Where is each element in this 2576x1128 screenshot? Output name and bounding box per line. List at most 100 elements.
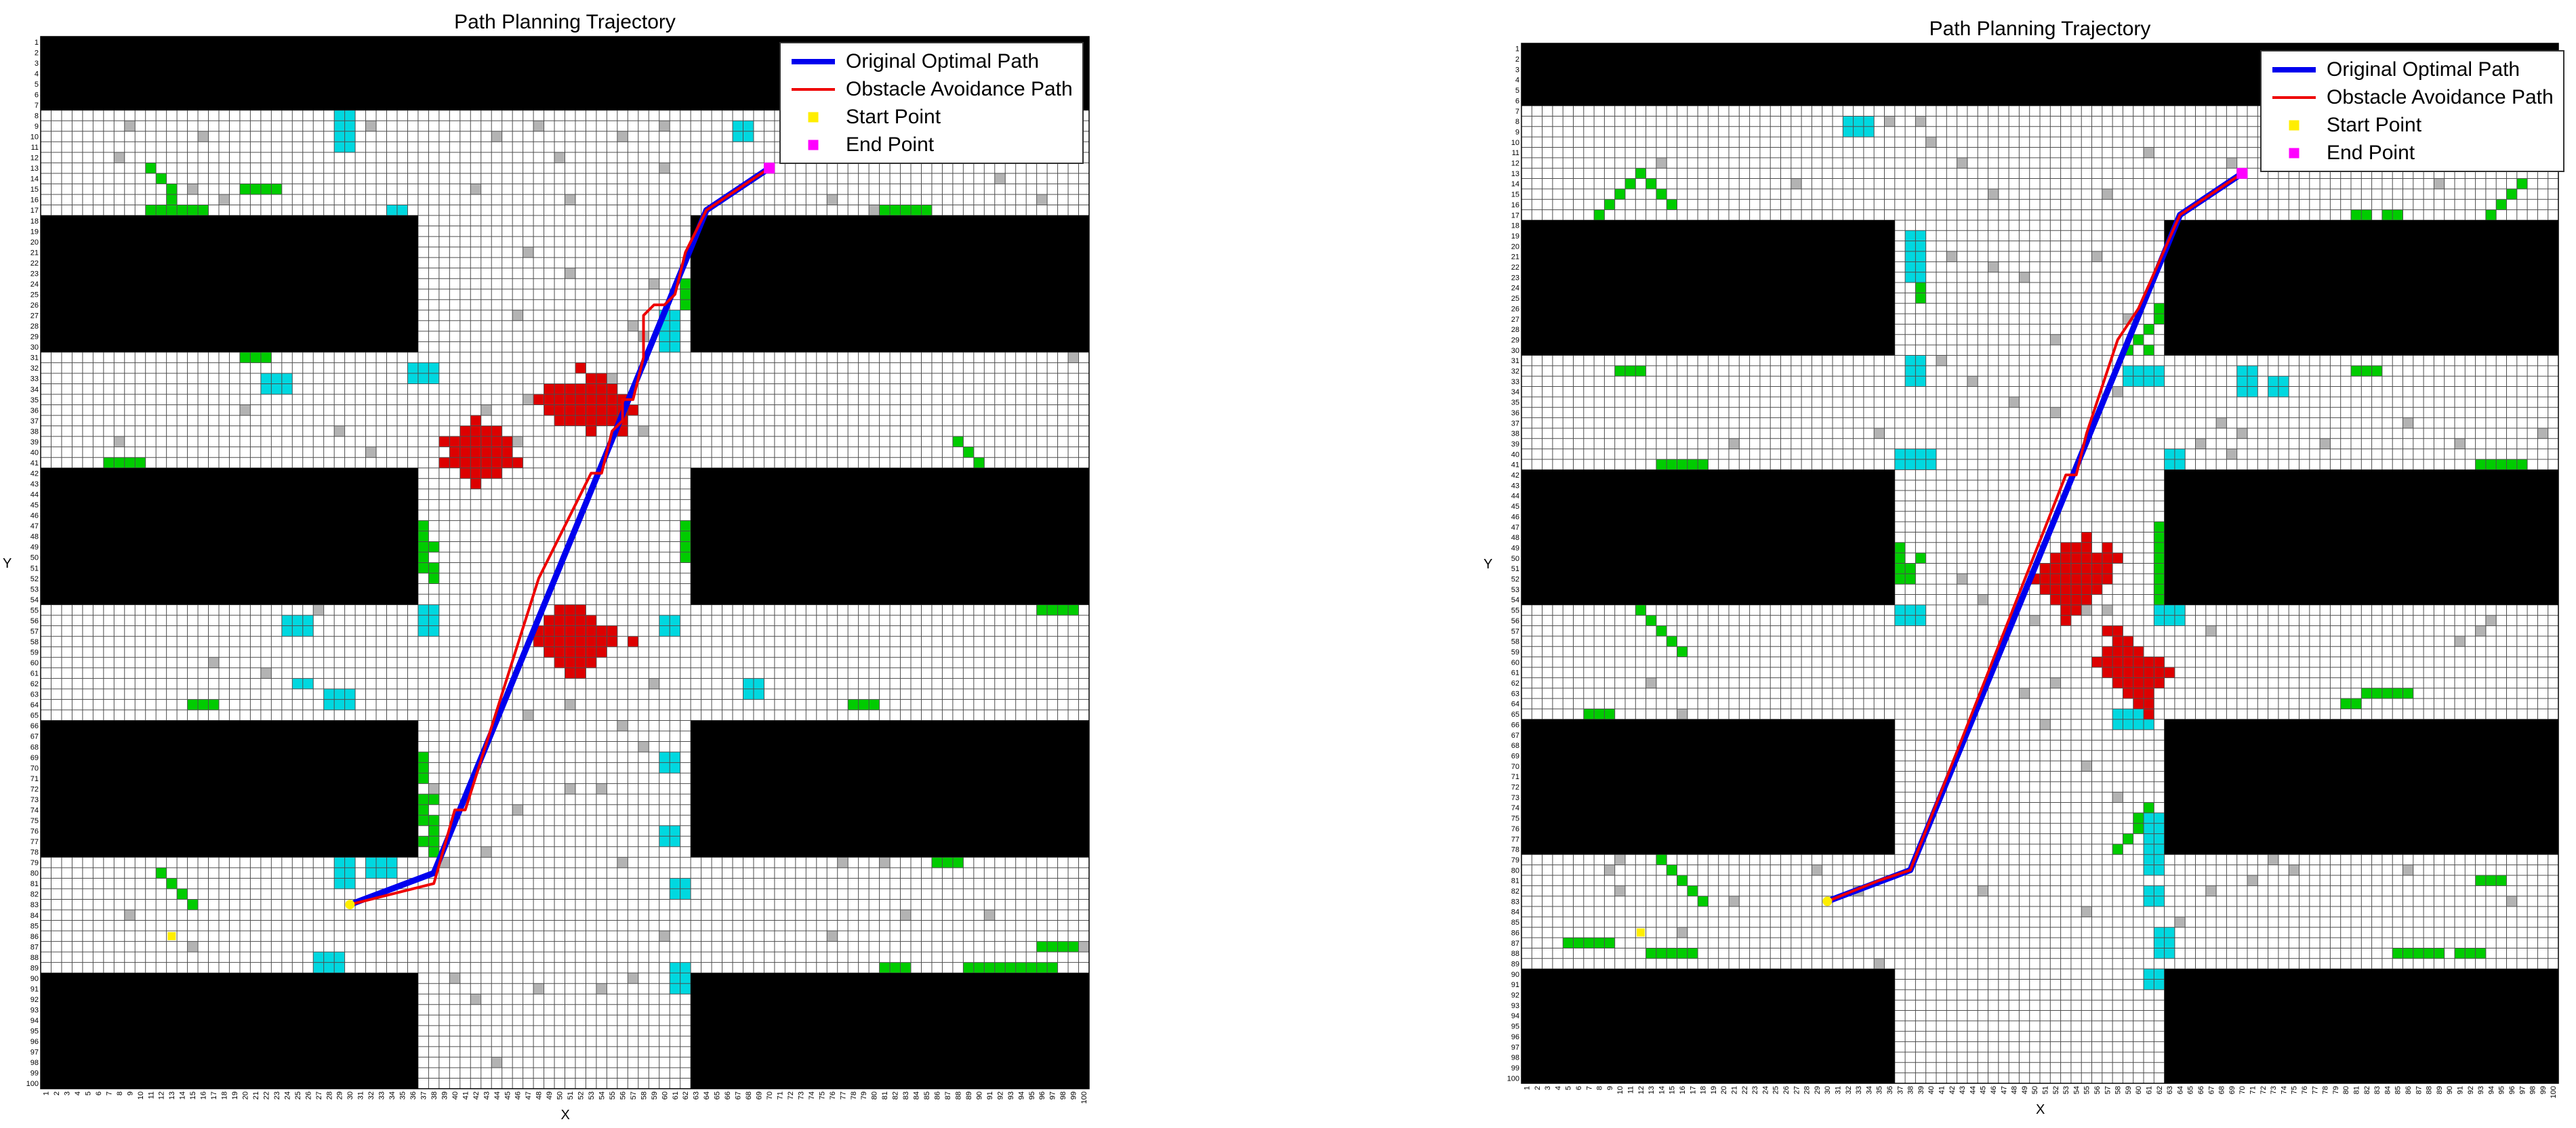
dynamic-obstacle-cell — [2070, 584, 2082, 595]
dynamic-obstacle-cell — [2050, 594, 2061, 606]
dynamic-obstacle-cell — [2144, 656, 2154, 668]
building-block — [41, 720, 418, 858]
water-cell — [344, 688, 356, 700]
static-obstacle-cell — [260, 667, 272, 679]
y-tick-label: 31 — [30, 354, 39, 362]
y-tick-label: 15 — [1511, 191, 1519, 199]
y-tick-label: 50 — [30, 554, 39, 562]
y-axis-label: Y — [1484, 556, 1493, 572]
dynamic-obstacle-cell — [2123, 677, 2133, 688]
water-cell — [2123, 719, 2133, 730]
dynamic-obstacle-cell — [449, 436, 461, 447]
y-tick-label: 78 — [1511, 846, 1519, 854]
x-tick-label: 58 — [640, 1091, 648, 1100]
hedge-cell — [417, 773, 429, 784]
x-tick-label: 34 — [1865, 1086, 1873, 1094]
x-tick-label: 31 — [357, 1091, 365, 1100]
hedge-cell — [114, 457, 125, 469]
hedge-cell — [1005, 962, 1017, 974]
dynamic-obstacle-cell — [2133, 698, 2144, 709]
hedge-cell — [1687, 885, 1698, 896]
x-tick-label: 62 — [2156, 1086, 2164, 1094]
static-obstacle-cell — [533, 121, 544, 132]
water-cell — [743, 688, 754, 700]
water-cell — [2112, 709, 2123, 720]
x-tick-label: 23 — [273, 1091, 281, 1100]
legend-swatch-avoidance — [788, 75, 839, 103]
water-cell — [2154, 896, 2165, 907]
water-cell — [2154, 812, 2165, 824]
water-cell — [2154, 854, 2165, 865]
x-tick-label: 89 — [2436, 1086, 2444, 1094]
dynamic-obstacle-cell — [2050, 584, 2061, 595]
dynamic-obstacle-cell — [565, 625, 576, 637]
dynamic-obstacle-cell — [2070, 604, 2082, 616]
static-obstacle-cell — [2091, 251, 2103, 262]
dynamic-obstacle-cell — [575, 636, 586, 648]
y-tick-label: 76 — [30, 828, 39, 836]
water-cell — [2164, 615, 2175, 626]
y-tick-label: 59 — [1511, 648, 1519, 656]
static-obstacle-cell — [1614, 885, 1626, 896]
x-tick-label: 32 — [367, 1091, 375, 1100]
y-tick-label: 16 — [1511, 201, 1519, 209]
x-tick-label: 16 — [1679, 1086, 1687, 1094]
y-tick-label: 8 — [1515, 118, 1519, 126]
hedge-cell — [2361, 688, 2372, 699]
dynamic-obstacle-cell — [554, 615, 565, 626]
static-obstacle-cell — [984, 909, 996, 921]
y-tick-label: 30 — [1511, 347, 1519, 355]
y-tick-label: 67 — [1511, 732, 1519, 740]
dynamic-obstacle-cell — [2164, 667, 2175, 678]
legend-label-end: End Point — [846, 133, 935, 156]
y-tick-label: 83 — [1511, 898, 1519, 906]
hedge-cell — [2123, 833, 2133, 845]
dynamic-obstacle-cell — [2060, 594, 2072, 606]
x-tick-label: 89 — [965, 1091, 973, 1100]
dynamic-obstacle-cell — [470, 457, 482, 469]
water-cell — [1894, 604, 1906, 616]
dynamic-obstacle-cell — [565, 636, 576, 648]
static-obstacle-cell — [659, 931, 670, 942]
x-tick-label: 68 — [745, 1091, 753, 1100]
static-obstacle-cell — [1614, 854, 1626, 865]
y-tick-label: 77 — [30, 838, 39, 846]
y-tick-label: 67 — [30, 733, 39, 741]
y-tick-label: 46 — [1511, 513, 1519, 521]
water-cell — [1853, 116, 1864, 127]
y-tick-label: 56 — [1511, 617, 1519, 625]
water-cell — [1925, 459, 1937, 470]
y-tick-label: 2 — [35, 49, 39, 57]
x-tick-label: 59 — [651, 1091, 659, 1100]
dynamic-obstacle-cell — [2123, 635, 2133, 647]
water-cell — [2154, 615, 2165, 626]
hedge-cell — [911, 205, 922, 216]
dynamic-obstacle-cell — [2081, 584, 2092, 595]
dynamic-obstacle-cell — [554, 404, 565, 416]
water-cell — [417, 604, 429, 616]
dynamic-obstacle-cell — [586, 404, 597, 416]
water-cell — [670, 888, 680, 900]
water-cell — [417, 615, 429, 626]
y-tick-label: 93 — [30, 1007, 39, 1015]
x-tick-label: 28 — [1803, 1086, 1812, 1094]
static-obstacle-cell — [1645, 677, 1657, 688]
static-obstacle-cell — [2102, 604, 2113, 616]
building-block — [691, 215, 1089, 352]
y-tick-label: 68 — [30, 743, 39, 751]
y-tick-label: 18 — [30, 217, 39, 226]
x-tick-label: 14 — [179, 1091, 187, 1100]
y-tick-label: 4 — [35, 70, 39, 78]
dynamic-obstacle-cell — [2070, 573, 2082, 585]
dynamic-obstacle-cell — [586, 646, 597, 658]
hedge-cell — [2413, 948, 2424, 959]
y-tick-label: 35 — [1511, 399, 1519, 407]
hedge-cell — [1656, 854, 1667, 865]
water-cell — [365, 867, 377, 879]
hedge-cell — [187, 899, 199, 911]
hedge-cell — [1915, 283, 1926, 293]
water-cell — [1905, 272, 1916, 283]
hedge-cell — [2351, 209, 2362, 221]
hedge-cell — [1667, 864, 1677, 876]
hedge-cell — [417, 804, 429, 816]
